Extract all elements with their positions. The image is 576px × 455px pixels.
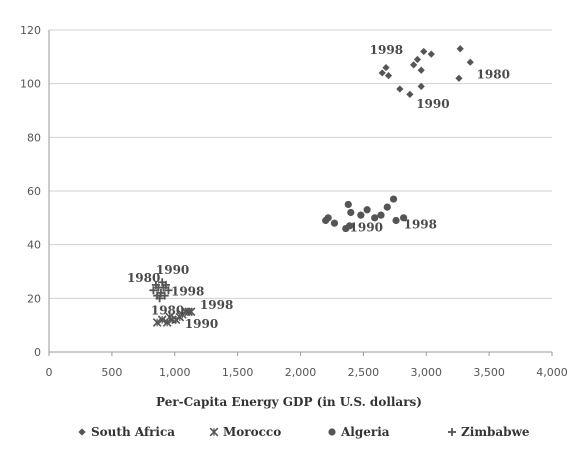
x-tick-label: 0 (46, 366, 53, 379)
point-algeria (345, 222, 354, 230)
point-zimbabwe (158, 278, 167, 287)
year-annotation: 1980 (151, 303, 184, 317)
year-annotation: 1980 (127, 271, 160, 285)
x-tick-label: 1,000 (159, 366, 191, 379)
year-annotation: 1998 (171, 285, 204, 299)
y-tick-label: 40 (27, 239, 41, 252)
point-morocco (152, 318, 162, 327)
legend-marker-south-africa (78, 428, 86, 436)
legend-label-zimbabwe: Zimbabwe (461, 425, 530, 439)
legend: South Africa Morocco Algeria Zimbabwe (78, 425, 530, 439)
y-tick-label: 0 (34, 346, 41, 359)
x-tick-labels: 0 500 1,000 1,500 2,000 2,500 3,000 3,500 4,000 (46, 366, 568, 379)
x-axis-title: Per-Capita Energy GDP (in U.S. dollars) (156, 395, 422, 409)
point-algeria (392, 216, 400, 225)
y-tick-label: 100 (20, 78, 41, 91)
legend-marker-algeria (328, 428, 336, 436)
point-morocco (157, 315, 167, 325)
legend-marker-zimbabwe (448, 428, 456, 436)
grid-lines (49, 29, 552, 299)
point-south-africa (427, 50, 435, 58)
point-zimbabwe (160, 291, 169, 300)
y-tick-label: 20 (27, 292, 41, 305)
point-algeria (389, 195, 398, 203)
point-south-africa (466, 58, 474, 66)
point-morocco (186, 307, 196, 317)
x-tick-label: 2,000 (285, 366, 317, 379)
point-algeria (371, 214, 379, 222)
x-tick-label: 3,500 (473, 366, 505, 379)
x-tick-label: 1,500 (222, 366, 254, 379)
point-morocco (165, 312, 175, 322)
legend-label-algeria: Algeria (340, 425, 390, 439)
legend-label-morocco: Morocco (223, 425, 281, 439)
y-tick-labels: 0 20 40 60 80 100 120 (20, 24, 41, 359)
point-south-africa (382, 63, 390, 72)
point-zimbabwe (155, 294, 164, 303)
y-tick-label: 120 (20, 24, 41, 37)
axes (48, 30, 553, 356)
point-south-africa (455, 74, 463, 82)
legend-label-south-africa: South Africa (91, 425, 175, 439)
year-annotation: 1990 (416, 97, 449, 111)
point-zimbabwe (149, 286, 158, 295)
point-south-africa (417, 66, 425, 74)
x-tick-label: 4,000 (536, 366, 568, 379)
year-annotation: 1980 (477, 67, 510, 81)
point-algeria (344, 200, 352, 209)
year-annotation: 1998 (404, 218, 437, 232)
point-south-africa (410, 61, 418, 69)
year-annotation: 1990 (185, 317, 218, 331)
year-annotation: 1990 (156, 263, 189, 277)
point-south-africa (384, 72, 393, 80)
point-algeria (383, 203, 391, 211)
point-south-africa (456, 45, 464, 53)
point-algeria (400, 214, 408, 222)
point-algeria (324, 214, 332, 222)
legend-marker-morocco (209, 427, 219, 437)
data-points (149, 45, 474, 327)
y-tick-label: 60 (27, 185, 41, 198)
y-tick-label: 80 (27, 131, 41, 144)
point-south-africa (417, 82, 425, 90)
point-zimbabwe (164, 286, 173, 295)
year-annotation: 1990 (350, 220, 383, 234)
point-south-africa (406, 90, 414, 98)
point-algeria (330, 219, 339, 227)
point-algeria (377, 211, 385, 219)
x-tick-label: 2,500 (348, 366, 380, 379)
point-south-africa (396, 85, 404, 93)
point-south-africa (420, 47, 428, 56)
year-annotation: 1998 (200, 298, 233, 312)
x-tick-label: 500 (101, 366, 122, 379)
x-tick-label: 3,000 (411, 366, 443, 379)
point-algeria (357, 211, 365, 219)
point-south-africa (378, 69, 386, 77)
point-south-africa (413, 55, 422, 64)
point-algeria (347, 208, 355, 217)
point-algeria (363, 206, 371, 214)
year-annotation: 1998 (370, 43, 403, 57)
